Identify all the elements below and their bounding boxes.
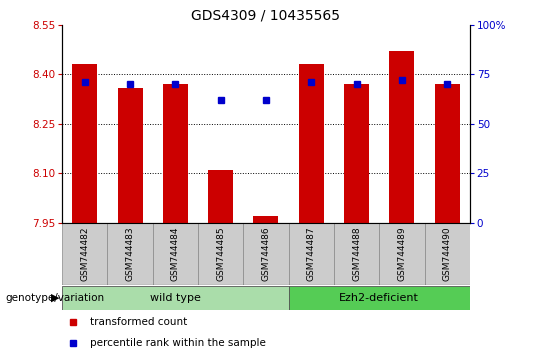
Bar <box>118 87 143 223</box>
Bar <box>208 170 233 223</box>
Bar <box>334 223 379 285</box>
Text: GSM744484: GSM744484 <box>171 227 180 281</box>
Title: GDS4309 / 10435565: GDS4309 / 10435565 <box>192 8 340 22</box>
Bar <box>299 64 323 223</box>
Text: percentile rank within the sample: percentile rank within the sample <box>90 338 266 348</box>
Text: transformed count: transformed count <box>90 317 187 327</box>
Bar <box>153 223 198 285</box>
Text: GSM744488: GSM744488 <box>352 227 361 281</box>
Text: ▶: ▶ <box>51 293 59 303</box>
Bar <box>253 216 279 223</box>
Bar <box>389 51 414 223</box>
Text: GSM744482: GSM744482 <box>80 227 89 281</box>
Bar <box>424 223 470 285</box>
Bar <box>288 286 470 310</box>
Text: GSM744485: GSM744485 <box>216 227 225 281</box>
Text: wild type: wild type <box>150 293 201 303</box>
Text: GSM744486: GSM744486 <box>261 227 271 281</box>
Bar <box>288 223 334 285</box>
Bar <box>62 223 107 285</box>
Bar <box>198 223 244 285</box>
Bar <box>107 223 153 285</box>
Text: GSM744490: GSM744490 <box>443 227 451 281</box>
Bar <box>344 84 369 223</box>
Text: GSM744483: GSM744483 <box>126 227 134 281</box>
Text: genotype/variation: genotype/variation <box>5 293 105 303</box>
Bar <box>62 286 288 310</box>
Bar <box>379 223 424 285</box>
Bar <box>435 84 460 223</box>
Bar <box>244 223 288 285</box>
Text: Ezh2-deficient: Ezh2-deficient <box>339 293 419 303</box>
Text: GSM744487: GSM744487 <box>307 227 316 281</box>
Text: GSM744489: GSM744489 <box>397 227 406 281</box>
Bar <box>163 84 188 223</box>
Bar <box>72 64 97 223</box>
